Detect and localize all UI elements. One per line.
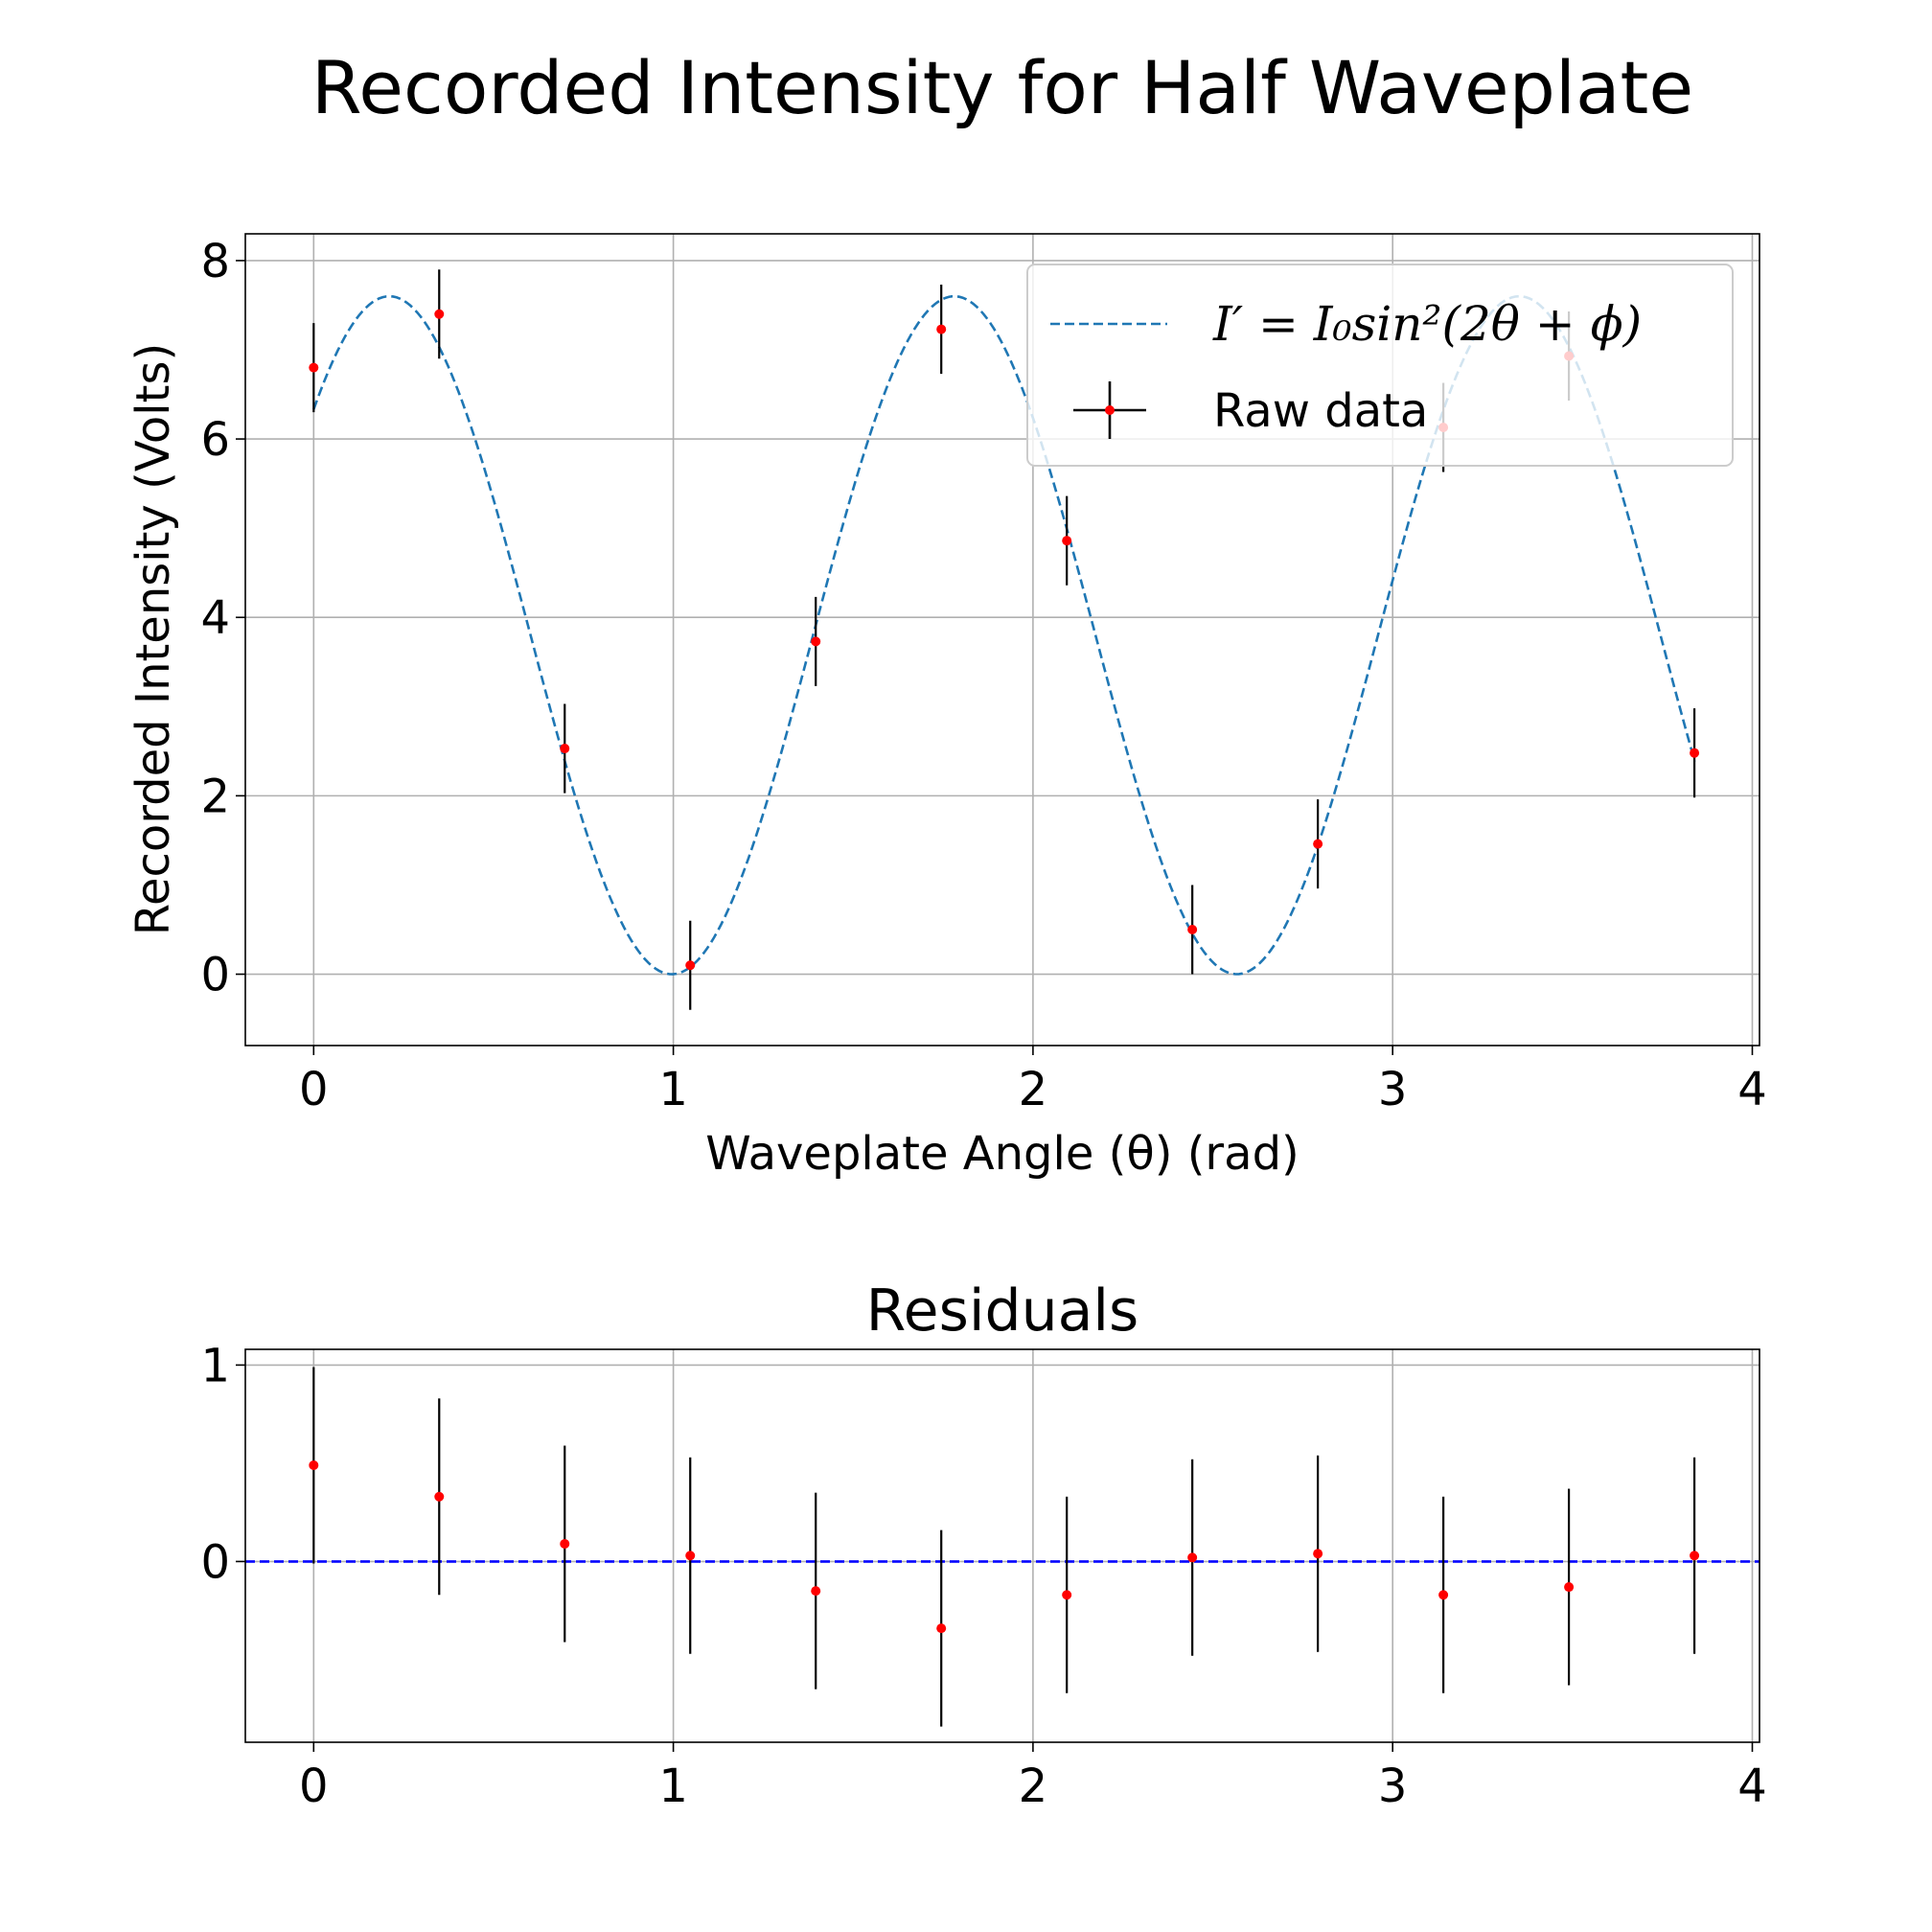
y-axis-label: Recorded Intensity (Volts) — [126, 343, 180, 935]
main-ytick-label-4: 8 — [200, 235, 230, 288]
main-xtick-label-1: 1 — [658, 1063, 688, 1116]
main-ticks: 0 1 2 3 4 0 2 4 6 8 — [200, 235, 1766, 1116]
legend-box — [1026, 264, 1734, 467]
residual-point-10 — [1564, 1582, 1575, 1593]
res-xtick-label-3: 3 — [1378, 1760, 1408, 1813]
raw-point-5 — [936, 324, 947, 334]
legend: I′ = I₀sin²(2θ + ϕ) Raw data — [1026, 264, 1734, 467]
raw-point-3 — [685, 960, 696, 971]
main-ytick-label-3: 6 — [200, 413, 230, 467]
res-xtick-label-1: 1 — [658, 1760, 688, 1813]
main-ytick-label-2: 4 — [200, 591, 230, 645]
raw-point-2 — [560, 744, 570, 754]
raw-point-7 — [1187, 925, 1198, 934]
main-xtick-label-4: 4 — [1737, 1063, 1767, 1116]
raw-point-8 — [1313, 839, 1323, 849]
residual-point-1 — [434, 1491, 445, 1502]
res-xtick-label-0: 0 — [299, 1760, 329, 1813]
residual-point-7 — [1187, 1552, 1198, 1563]
residual-point-2 — [560, 1538, 570, 1549]
main-ytick-label-0: 0 — [200, 949, 230, 1002]
legend-data-marker — [1105, 405, 1115, 415]
res-xtick-label-2: 2 — [1019, 1760, 1048, 1813]
residual-point-9 — [1438, 1590, 1449, 1600]
residual-point-0 — [309, 1460, 319, 1470]
legend-fit-label: I′ = I₀sin²(2θ + ϕ) — [1212, 296, 1642, 352]
main-xtick-label-0: 0 — [299, 1063, 329, 1116]
res-xtick-label-4: 4 — [1737, 1760, 1767, 1813]
residual-point-4 — [811, 1586, 821, 1597]
main-xtick-label-3: 3 — [1378, 1063, 1408, 1116]
main-ytick-label-1: 2 — [200, 770, 230, 823]
residuals-plot: Residuals 0 1 2 3 4 0 1 — [200, 1277, 1766, 1813]
raw-point-1 — [434, 309, 445, 319]
residual-point-8 — [1313, 1549, 1323, 1559]
residuals-title: Residuals — [866, 1277, 1139, 1345]
raw-point-6 — [1062, 536, 1072, 546]
main-xtick-label-2: 2 — [1019, 1063, 1048, 1116]
x-axis-label: Waveplate Angle (θ) (rad) — [705, 1127, 1300, 1181]
raw-point-0 — [309, 362, 319, 373]
raw-point-4 — [811, 636, 821, 647]
residual-point-3 — [685, 1551, 696, 1561]
residuals-ticks: 0 1 2 3 4 0 1 — [200, 1339, 1766, 1813]
residual-point-6 — [1062, 1590, 1072, 1600]
raw-point-11 — [1690, 748, 1700, 758]
res-ytick-label-0: 0 — [200, 1535, 230, 1589]
residual-point-5 — [936, 1623, 947, 1634]
residual-point-11 — [1690, 1551, 1700, 1561]
chart-title: Recorded Intensity for Half Waveplate — [311, 45, 1693, 130]
residuals-plot-frame — [244, 1348, 1760, 1743]
residual-points — [309, 1367, 1700, 1727]
legend-data-label: Raw data — [1213, 384, 1428, 438]
main-plot-frame — [244, 233, 1760, 1046]
res-ytick-label-1: 1 — [200, 1339, 230, 1392]
